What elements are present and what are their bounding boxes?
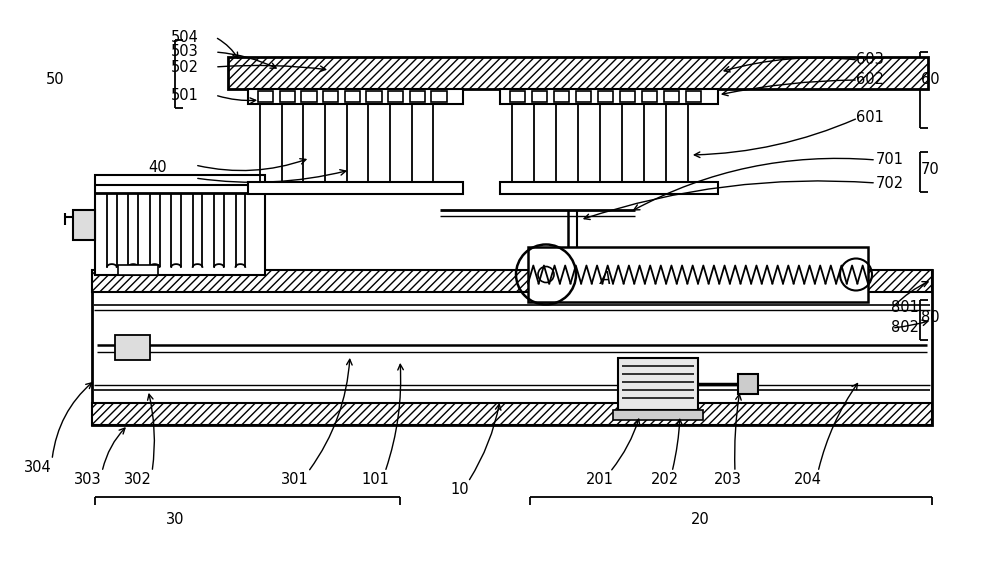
Bar xyxy=(500,182,718,194)
Text: 201: 201 xyxy=(586,473,614,487)
Text: 701: 701 xyxy=(876,152,904,167)
Text: 80: 80 xyxy=(921,310,939,325)
Text: 702: 702 xyxy=(876,175,904,191)
Bar xyxy=(301,91,316,102)
Bar xyxy=(613,410,703,420)
Bar xyxy=(686,91,701,102)
Text: 502: 502 xyxy=(171,60,199,75)
Text: 203: 203 xyxy=(714,473,742,487)
Bar xyxy=(431,91,447,102)
Bar xyxy=(366,91,382,102)
Text: 601: 601 xyxy=(856,111,884,125)
Bar xyxy=(92,270,932,425)
Text: 503: 503 xyxy=(171,44,199,60)
Bar xyxy=(642,91,657,102)
Bar xyxy=(258,91,273,102)
Text: 301: 301 xyxy=(281,473,309,487)
Text: 20: 20 xyxy=(691,513,709,528)
Text: A: A xyxy=(600,270,612,288)
Text: 304: 304 xyxy=(24,460,52,475)
Text: 303: 303 xyxy=(74,473,102,487)
Text: 602: 602 xyxy=(856,72,884,88)
Bar xyxy=(73,210,95,240)
Bar xyxy=(92,270,932,292)
Bar xyxy=(323,91,338,102)
Bar xyxy=(532,91,547,102)
Text: 101: 101 xyxy=(361,473,389,487)
Text: 302: 302 xyxy=(124,473,152,487)
Bar xyxy=(345,91,360,102)
Bar xyxy=(118,265,158,275)
Text: 40: 40 xyxy=(149,161,167,175)
Bar xyxy=(554,91,569,102)
Bar xyxy=(388,91,403,102)
Text: 504: 504 xyxy=(171,29,199,44)
Bar xyxy=(95,175,265,275)
Text: 603: 603 xyxy=(856,52,884,67)
Bar xyxy=(248,182,463,194)
Text: 10: 10 xyxy=(451,483,469,497)
Bar xyxy=(598,91,613,102)
Text: 60: 60 xyxy=(921,72,939,88)
Text: 204: 204 xyxy=(794,473,822,487)
Bar xyxy=(664,91,679,102)
Bar xyxy=(738,374,758,394)
Text: 202: 202 xyxy=(651,473,679,487)
Bar xyxy=(280,91,295,102)
Bar xyxy=(620,91,635,102)
Bar xyxy=(410,91,425,102)
Text: 501: 501 xyxy=(171,88,199,102)
Bar xyxy=(618,358,698,410)
Text: 801: 801 xyxy=(891,301,919,315)
Bar xyxy=(500,89,718,104)
Text: 50: 50 xyxy=(46,72,64,88)
Bar xyxy=(528,247,868,302)
Bar xyxy=(92,403,932,425)
Bar xyxy=(576,91,591,102)
Text: 70: 70 xyxy=(921,162,939,178)
Bar xyxy=(228,57,928,89)
Bar xyxy=(115,335,150,360)
Bar xyxy=(510,91,525,102)
Text: 802: 802 xyxy=(891,320,919,336)
Bar xyxy=(248,89,463,104)
Text: 30: 30 xyxy=(166,513,184,528)
